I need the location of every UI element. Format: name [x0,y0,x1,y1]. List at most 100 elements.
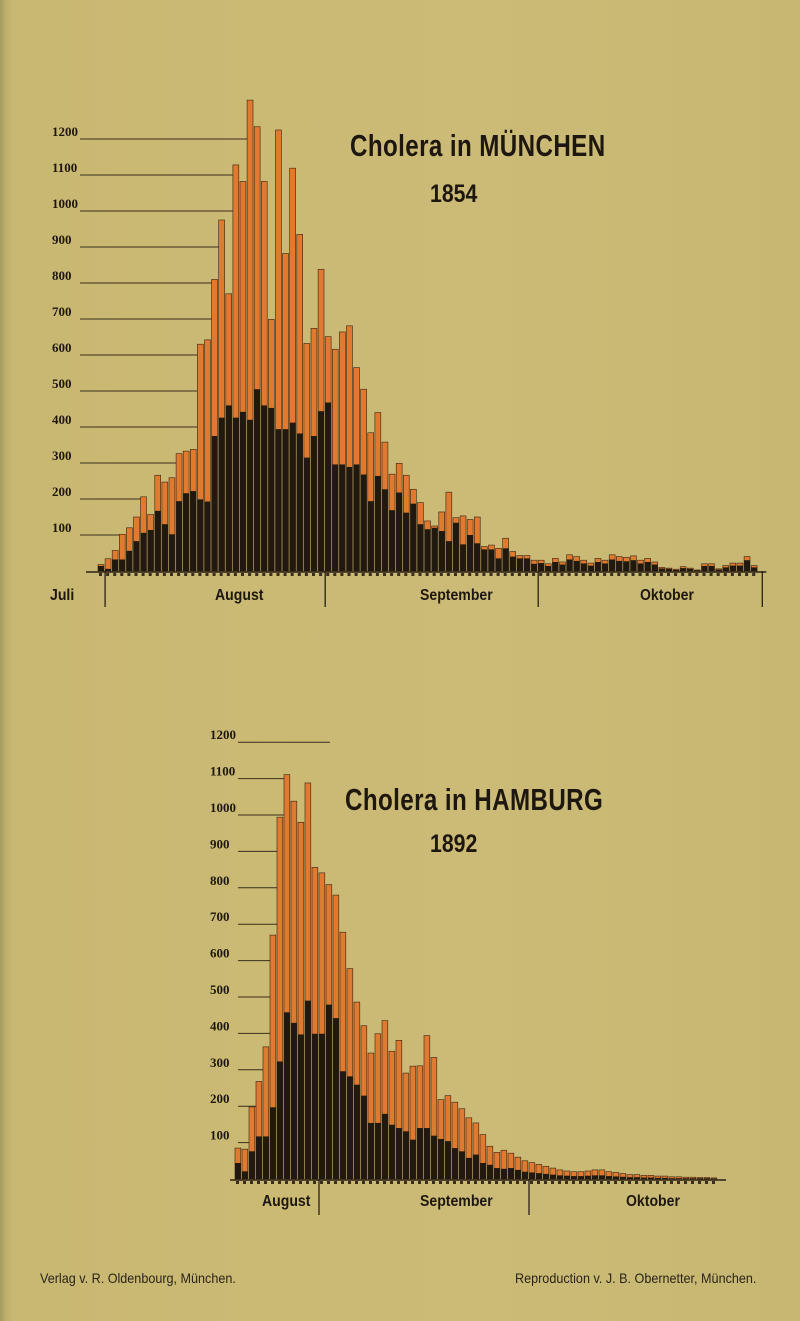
day-tick [581,573,585,576]
day-tick [264,1181,267,1184]
y-tick-label: 1000 [52,196,78,211]
day-tick [730,573,734,576]
y-tick-label: 600 [210,946,230,961]
month-label: Oktober [640,586,694,604]
day-tick [257,1181,260,1184]
bar-lower [516,558,523,571]
chart-subtitle-muenchen: 1854 [430,180,478,208]
day-tick [496,573,500,576]
bar-lower [263,1136,269,1179]
day-tick [313,1181,316,1184]
bar-lower [509,556,516,571]
bar-lower [620,1176,626,1179]
day-tick [383,1181,386,1184]
day-tick [404,573,408,576]
bar-lower [360,474,367,571]
bar-lower [410,1139,416,1179]
day-tick [723,573,727,576]
day-tick [134,573,138,576]
day-tick [702,573,706,576]
bar-lower [424,529,431,571]
chart-title-muenchen: Cholera in MÜNCHEN [350,128,606,163]
y-tick-label: 1100 [52,160,77,175]
bar-lower [318,411,324,571]
bar-lower [339,464,346,571]
bar-lower [571,1176,577,1179]
bar-lower [566,559,573,571]
bar-lower [346,466,353,571]
day-tick [695,573,699,576]
day-tick [250,1181,253,1184]
bar-lower [488,549,495,571]
bar-lower [190,491,197,571]
bar-lower [662,1177,668,1179]
day-tick [614,1181,617,1184]
day-tick [628,1181,631,1184]
day-tick [432,1181,435,1184]
bar-lower [417,1128,423,1179]
day-tick [670,1181,673,1184]
bar-lower [445,1141,451,1179]
y-tick-label: 1000 [210,800,236,815]
day-tick [495,1181,498,1184]
bar-lower [613,1176,619,1179]
bar-lower [501,1168,507,1179]
day-tick [233,573,237,576]
y-tick-label: 800 [210,873,230,888]
month-label: September [420,586,493,604]
bar-lower [573,560,580,571]
bar-lower [715,569,722,571]
bar-lower [389,1124,395,1179]
y-tick-label: 900 [210,836,230,851]
bar-lower [417,524,424,571]
day-tick [502,1181,505,1184]
day-tick [276,573,280,576]
day-tick [162,573,166,576]
bar-lower [669,1178,675,1179]
day-tick [716,573,720,576]
day-tick [688,573,692,576]
day-tick [705,1181,708,1184]
day-tick [327,1181,330,1184]
day-tick [712,1181,715,1184]
day-tick [523,1181,526,1184]
day-tick [645,573,649,576]
day-tick [553,573,557,576]
bar-lower [474,543,481,571]
bar-lower [587,565,594,571]
day-tick [516,1181,519,1184]
day-tick [503,573,507,576]
bar-lower [410,503,417,571]
bar-lower [119,559,126,571]
day-tick [127,573,131,576]
day-tick [474,1181,477,1184]
bar-lower [687,568,694,571]
day-tick [709,573,713,576]
bar-lower [623,561,630,571]
day-tick [551,1181,554,1184]
day-tick [404,1181,407,1184]
bar-lower [325,402,332,571]
bar-lower [729,565,736,571]
bar-lower [326,1004,332,1179]
bar-lower [382,1113,388,1179]
y-tick-label: 100 [52,520,72,535]
bar-lower [311,436,317,571]
bar-lower [578,1176,584,1179]
day-tick [517,573,521,576]
bar-lower [550,1174,556,1179]
day-tick [593,1181,596,1184]
bar-lower [522,1171,528,1179]
day-tick [106,573,110,576]
bar-lower [452,1148,458,1179]
bar-lower [289,422,296,571]
bar-lower [524,558,530,571]
bar-lower [708,565,715,571]
bar-lower [298,1034,304,1179]
day-tick [170,573,173,576]
bar-lower [431,527,438,571]
bar-lower [494,1168,500,1179]
bar-lower [270,1107,276,1179]
bar-lower [616,560,623,571]
day-tick [596,573,599,576]
